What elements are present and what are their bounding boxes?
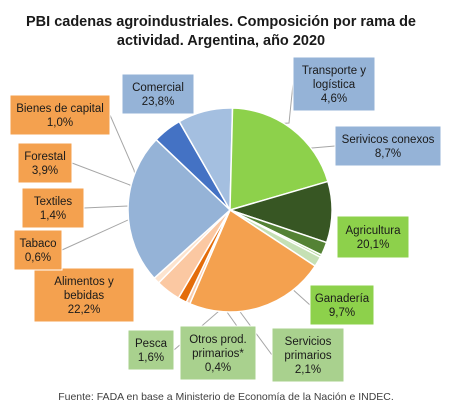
data-label: Serivicos conexos 8,7% (334, 125, 442, 167)
data-label-name: Alimentos y (54, 276, 114, 288)
data-label: Alimentos y bebidas 22,2% (33, 267, 135, 323)
data-label-name: bebidas (64, 290, 105, 302)
data-label-box (127, 329, 175, 371)
data-label-value: 22,2% (68, 304, 101, 316)
data-label-box (336, 215, 410, 259)
pie-slice (188, 208, 317, 313)
data-label-box (309, 284, 375, 326)
data-label-name: Serivicos conexos (342, 134, 435, 146)
data-label-name: Agricultura (346, 225, 402, 237)
data-label: Otros prod. primarios* 0,4% (179, 325, 257, 381)
data-label: Tabaco 0,6% (13, 229, 63, 271)
data-label: Agricultura 20,1% (336, 215, 410, 259)
data-label-value: 8,7% (375, 148, 401, 160)
data-label-box (9, 94, 111, 136)
data-label-name: logística (313, 79, 356, 91)
data-label-value: 1,6% (138, 352, 164, 364)
data-label-name: primarios (284, 350, 332, 362)
data-label: Ganadería 9,7% (309, 284, 375, 326)
data-label-name: Bienes de capital (16, 103, 104, 115)
data-labels: Transporte y logística 4,6% Serivicos conex… (9, 56, 442, 383)
data-label-box (334, 125, 442, 167)
data-label-name: Transporte y (302, 65, 366, 77)
data-label-name: Ganadería (315, 293, 370, 305)
data-label-value: 3,9% (32, 165, 58, 177)
data-label-name: Forestal (24, 151, 66, 163)
data-label-value: 9,7% (329, 307, 355, 319)
data-label-name: Pesca (135, 338, 168, 350)
data-label-box (33, 267, 135, 323)
data-label: Textiles 1,4% (21, 187, 85, 229)
data-label-value: 0,4% (205, 362, 231, 374)
data-label: Forestal 3,9% (17, 142, 73, 184)
data-label-value: 1,0% (47, 117, 73, 129)
data-label-box (292, 56, 376, 112)
data-label-box (271, 327, 345, 383)
pie-slices (127, 107, 333, 313)
data-label-name: Otros prod. (189, 334, 247, 346)
data-label-name: Tabaco (19, 238, 56, 250)
data-label: Servicios primarios 2,1% (271, 327, 345, 383)
data-label-value: 1,4% (40, 210, 66, 222)
data-label-name: Comercial (132, 82, 184, 94)
data-label-value: 4,6% (321, 93, 347, 105)
data-label-value: 0,6% (25, 252, 51, 264)
data-label-box (17, 142, 73, 184)
source-note: Fuente: FADA en base a Ministerio de Eco… (58, 391, 394, 403)
data-label-value: 2,1% (295, 364, 321, 376)
data-label-name: Textiles (34, 196, 73, 208)
chart-title-line-1: PBI cadenas agroindustriales. Composició… (26, 14, 416, 30)
data-label-box (121, 73, 195, 115)
data-label-name: Servicios (285, 336, 332, 348)
data-label: Bienes de capital 1,0% (9, 94, 111, 136)
pie-slice (229, 107, 329, 212)
data-label: Pesca 1,6% (127, 329, 175, 371)
data-label-value: 23,8% (142, 96, 175, 108)
data-label-box (179, 325, 257, 381)
data-label-value: 20,1% (357, 239, 390, 251)
data-label-name: primarios* (192, 348, 244, 360)
data-label: Transporte y logística 4,6% (292, 56, 376, 112)
chart-title-line-2: actividad. Argentina, año 2020 (117, 33, 325, 49)
data-label-box (21, 187, 85, 229)
pie-slice (127, 138, 232, 280)
data-label-box (13, 229, 63, 271)
data-label: Comercial 23,8% (121, 73, 195, 115)
